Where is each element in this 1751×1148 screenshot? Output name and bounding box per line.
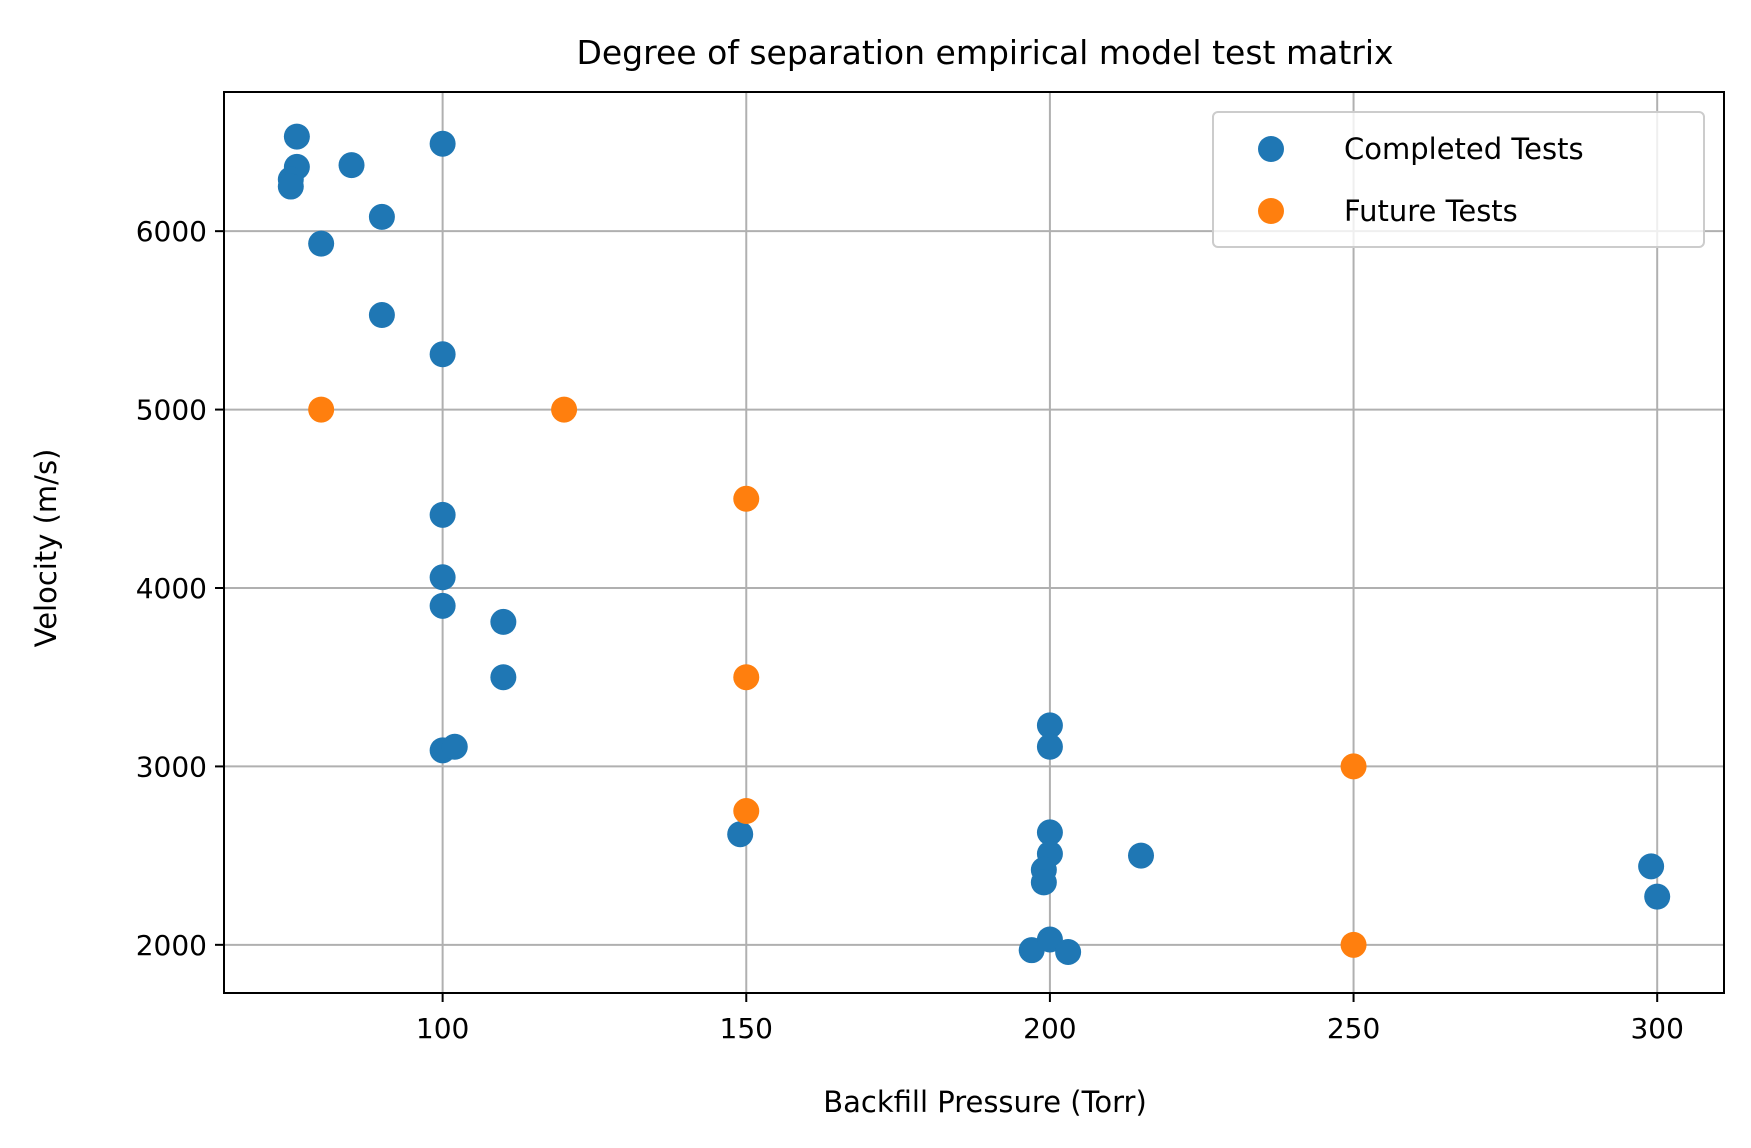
x-tick-label: 100 bbox=[416, 1012, 469, 1045]
x-tick-label: 300 bbox=[1630, 1012, 1683, 1045]
x-tick-label: 150 bbox=[720, 1012, 773, 1045]
point-completed-tests bbox=[441, 733, 468, 760]
point-completed-tests bbox=[490, 664, 517, 691]
point-completed-tests bbox=[1036, 926, 1063, 953]
x-tick-label: 200 bbox=[1023, 1012, 1076, 1045]
point-completed-tests bbox=[308, 230, 335, 257]
legend-marker-future-tests bbox=[1258, 198, 1284, 224]
point-completed-tests bbox=[1030, 869, 1057, 896]
x-axis-label: Backfill Pressure (Torr) bbox=[823, 1085, 1147, 1119]
point-completed-tests bbox=[429, 341, 456, 368]
point-completed-tests bbox=[1036, 819, 1063, 846]
legend-box bbox=[1212, 111, 1705, 248]
point-completed-tests bbox=[277, 173, 304, 200]
point-completed-tests bbox=[368, 203, 395, 230]
x-axis-ticks: 100 150 200 250 300 bbox=[416, 993, 1684, 1045]
y-tick-label: 3000 bbox=[136, 750, 207, 783]
point-future-tests bbox=[1340, 931, 1367, 958]
y-axis-label: Velocity (m/s) bbox=[29, 449, 63, 648]
point-future-tests bbox=[733, 485, 760, 512]
point-completed-tests bbox=[727, 821, 754, 848]
point-future-tests bbox=[1340, 753, 1367, 780]
point-completed-tests bbox=[429, 564, 456, 591]
legend-label-future-tests: Future Tests bbox=[1344, 194, 1518, 228]
point-completed-tests bbox=[1638, 853, 1665, 880]
legend-marker-completed-tests bbox=[1258, 136, 1284, 162]
y-axis-ticks: 2000 3000 4000 5000 6000 bbox=[136, 215, 224, 962]
y-tick-label: 2000 bbox=[136, 929, 207, 962]
y-tick-label: 4000 bbox=[136, 572, 207, 605]
point-completed-tests bbox=[368, 302, 395, 329]
data-points bbox=[277, 123, 1671, 965]
plot-area-frame bbox=[223, 91, 1725, 994]
point-future-tests bbox=[308, 396, 335, 423]
x-tick-label: 250 bbox=[1327, 1012, 1380, 1045]
point-completed-tests bbox=[429, 592, 456, 619]
y-tick-label: 5000 bbox=[136, 394, 207, 427]
legend: Completed Tests Future Tests bbox=[1212, 111, 1705, 248]
chart-title: Degree of separation empirical model tes… bbox=[576, 33, 1393, 72]
point-future-tests bbox=[733, 798, 760, 825]
point-future-tests bbox=[551, 396, 578, 423]
point-completed-tests bbox=[490, 608, 517, 635]
point-completed-tests bbox=[1055, 938, 1082, 965]
point-completed-tests bbox=[1644, 883, 1671, 910]
legend-label-completed-tests: Completed Tests bbox=[1344, 132, 1584, 166]
point-completed-tests bbox=[1036, 733, 1063, 760]
point-completed-tests bbox=[429, 501, 456, 528]
point-completed-tests bbox=[338, 152, 365, 179]
point-completed-tests bbox=[429, 130, 456, 157]
point-completed-tests bbox=[1128, 842, 1155, 869]
point-completed-tests bbox=[1036, 712, 1063, 739]
y-tick-label: 6000 bbox=[136, 215, 207, 248]
point-completed-tests bbox=[283, 123, 310, 150]
point-future-tests bbox=[733, 664, 760, 691]
